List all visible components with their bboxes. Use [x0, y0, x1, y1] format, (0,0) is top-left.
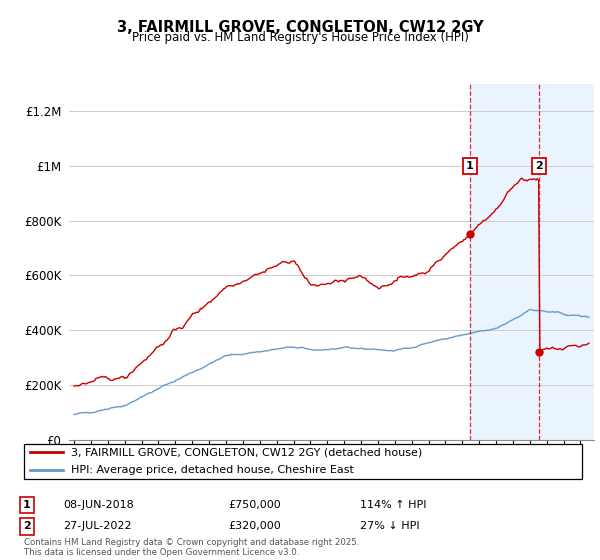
Text: £320,000: £320,000 [228, 521, 281, 531]
Text: 114% ↑ HPI: 114% ↑ HPI [360, 500, 427, 510]
Text: 1: 1 [466, 161, 473, 171]
Text: 27% ↓ HPI: 27% ↓ HPI [360, 521, 419, 531]
Bar [470, 84, 600, 440]
FancyBboxPatch shape [24, 444, 582, 479]
Text: £750,000: £750,000 [228, 500, 281, 510]
Text: 3, FAIRMILL GROVE, CONGLETON, CW12 2GY (detached house): 3, FAIRMILL GROVE, CONGLETON, CW12 2GY (… [71, 447, 422, 458]
Text: Price paid vs. HM Land Registry's House Price Index (HPI): Price paid vs. HM Land Registry's House … [131, 31, 469, 44]
Text: 1: 1 [23, 500, 31, 510]
Text: 2: 2 [536, 161, 544, 171]
Text: 3, FAIRMILL GROVE, CONGLETON, CW12 2GY: 3, FAIRMILL GROVE, CONGLETON, CW12 2GY [116, 20, 484, 35]
Text: 27-JUL-2022: 27-JUL-2022 [63, 521, 131, 531]
Text: Contains HM Land Registry data © Crown copyright and database right 2025.
This d: Contains HM Land Registry data © Crown c… [24, 538, 359, 557]
Text: 2: 2 [23, 521, 31, 531]
Text: HPI: Average price, detached house, Cheshire East: HPI: Average price, detached house, Ches… [71, 465, 355, 475]
Text: 08-JUN-2018: 08-JUN-2018 [63, 500, 134, 510]
